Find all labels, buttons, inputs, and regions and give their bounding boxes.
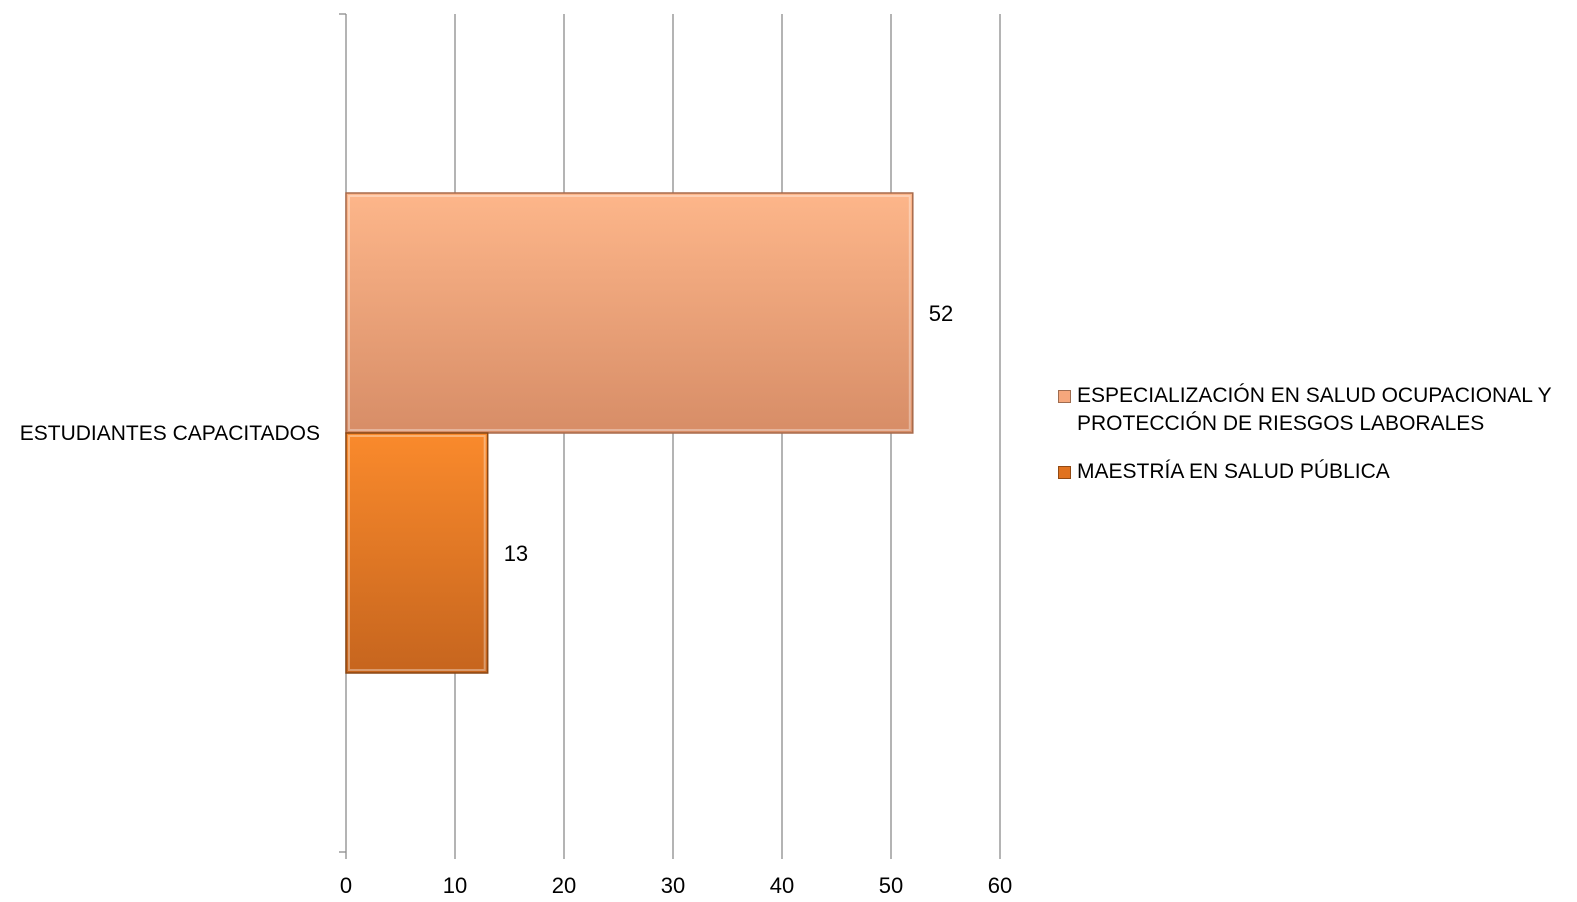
category-label: ESTUDIANTES CAPACITADOS — [20, 422, 320, 445]
data-label-especializacion: 52 — [929, 301, 953, 326]
x-tick-label-40: 40 — [770, 873, 794, 898]
x-tick-label-60: 60 — [988, 873, 1012, 898]
bar-bevel-maestria — [348, 435, 486, 671]
x-tick-label-10: 10 — [443, 873, 467, 898]
bar-bevel-especializacion — [348, 195, 911, 431]
legend-swatch-especializacion — [1058, 390, 1071, 403]
legend-swatch-maestria — [1058, 466, 1071, 479]
x-tick-labels: 0 10 20 30 40 50 60 — [340, 873, 1012, 898]
data-labels: 52 13 — [504, 301, 954, 566]
data-label-maestria: 13 — [504, 541, 528, 566]
bar-maestria — [345, 432, 489, 674]
legend: ESPECIALIZACIÓN EN SALUD OCUPACIONAL Y P… — [1058, 382, 1573, 506]
x-tick-label-30: 30 — [661, 873, 685, 898]
bars — [345, 192, 914, 674]
bar-especializacion — [345, 192, 914, 434]
x-tick-label-50: 50 — [879, 873, 903, 898]
legend-label-especializacion: ESPECIALIZACIÓN EN SALUD OCUPACIONAL Y P… — [1077, 384, 1552, 435]
x-tick-label-0: 0 — [340, 873, 352, 898]
legend-item-especializacion: ESPECIALIZACIÓN EN SALUD OCUPACIONAL Y P… — [1058, 382, 1573, 438]
x-tick-label-20: 20 — [552, 873, 576, 898]
legend-label-maestria: MAESTRÍA EN SALUD PÚBLICA — [1077, 460, 1390, 483]
legend-item-maestria: MAESTRÍA EN SALUD PÚBLICA — [1058, 458, 1573, 486]
